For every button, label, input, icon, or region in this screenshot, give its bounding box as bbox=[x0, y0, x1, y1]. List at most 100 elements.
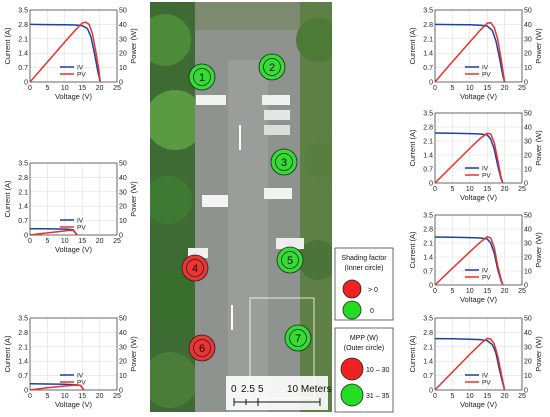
y2-tick-label: 30 bbox=[119, 36, 127, 43]
y-tick-label: 1.4 bbox=[423, 51, 433, 58]
y2-tick-label: 0 bbox=[119, 388, 123, 395]
x-tick-label: 10 bbox=[466, 186, 474, 193]
map-marker-3: 3 bbox=[270, 148, 298, 176]
x-tick-label: 5 bbox=[450, 393, 454, 400]
chart-panel-4: 0 0.7 1.4 2.1 2.8 3.5 0 10 20 30 40 50 0 5 10 15 20 25 Vol… bbox=[3, 161, 138, 255]
y-axis-label: Current (A) bbox=[408, 231, 417, 269]
series-line-iv bbox=[29, 23, 102, 83]
chart-panel-2: 0 0.7 1.4 2.1 2.8 3.5 0 10 20 30 40 50 0 5 10 15 20 25 Vol… bbox=[408, 8, 543, 102]
x-tick-label: 15 bbox=[483, 288, 491, 295]
y-tick-label: 0.7 bbox=[18, 65, 28, 72]
y2-tick-label: 40 bbox=[524, 330, 532, 337]
y-tick-label: 3.5 bbox=[423, 8, 433, 15]
y2-tick-label: 20 bbox=[524, 359, 532, 366]
shading-legend-swatch-zero bbox=[342, 300, 362, 320]
y2-axis-label: Power (W) bbox=[129, 28, 138, 64]
map-markers: 1 2 3 4 5 6 7 bbox=[181, 53, 312, 362]
legend-label-iv: IV bbox=[482, 373, 489, 380]
marker-label: 1 bbox=[199, 72, 205, 84]
x-tick-label: 25 bbox=[518, 85, 526, 92]
legend-label-pv: PV bbox=[482, 380, 491, 387]
x-tick-label: 20 bbox=[501, 85, 509, 92]
series-line-pv bbox=[434, 21, 506, 83]
legend-label-iv: IV bbox=[77, 65, 84, 72]
x-tick-label: 10 bbox=[466, 85, 474, 92]
y-tick-label: 2.1 bbox=[423, 36, 433, 43]
marker-inner-circle bbox=[193, 68, 211, 86]
y2-tick-label: 30 bbox=[524, 344, 532, 351]
y2-tick-label: 10 bbox=[119, 373, 127, 380]
y2-tick-label: 40 bbox=[119, 175, 127, 182]
series-line-pv bbox=[29, 384, 85, 391]
y2-tick-label: 30 bbox=[524, 139, 532, 146]
y2-tick-label: 30 bbox=[524, 36, 532, 43]
legend-label-pv: PV bbox=[77, 380, 86, 387]
y2-tick-label: 50 bbox=[119, 161, 127, 168]
map-marker-7: 7 bbox=[284, 324, 312, 352]
y-tick-label: 2.1 bbox=[423, 139, 433, 146]
mpp-legend-subtitle: (Outer circle) bbox=[344, 345, 384, 352]
marker-label: 6 bbox=[199, 343, 205, 355]
chart-panel-6: 0 0.7 1.4 2.1 2.8 3.5 0 10 20 30 40 50 0 5 10 15 20 25 Vol… bbox=[3, 316, 138, 410]
y2-tick-label: 0 bbox=[524, 80, 528, 87]
plot-frame bbox=[29, 317, 118, 391]
y2-axis-label: Power (W) bbox=[534, 336, 543, 372]
map-marker-1: 1 bbox=[188, 63, 216, 91]
y2-axis-label: Power (W) bbox=[129, 336, 138, 372]
y-tick-label: 2.8 bbox=[423, 22, 433, 29]
y-tick-label: 1.4 bbox=[18, 359, 28, 366]
x-tick-label: 0 bbox=[28, 85, 32, 92]
y-tick-label: 0 bbox=[429, 283, 433, 290]
shading-legend-title: Shading factor bbox=[341, 255, 387, 262]
y2-tick-label: 20 bbox=[524, 153, 532, 160]
y-axis-label: Current (A) bbox=[3, 335, 12, 373]
x-tick-label: 10 bbox=[61, 393, 69, 400]
y-tick-label: 1.4 bbox=[18, 51, 28, 58]
x-tick-label: 15 bbox=[78, 393, 86, 400]
marker-label: 4 bbox=[192, 263, 198, 275]
x-axis-label: Voltage (V) bbox=[460, 92, 498, 101]
x-tick-label: 0 bbox=[433, 85, 437, 92]
y-axis-label: Current (A) bbox=[408, 27, 417, 65]
x-tick-label: 20 bbox=[96, 238, 104, 245]
marker-inner-circle bbox=[186, 259, 204, 277]
legend-label-iv: IV bbox=[77, 373, 84, 380]
y2-tick-label: 50 bbox=[524, 213, 532, 220]
mpp-legend-label-low: 10 – 30 bbox=[366, 367, 389, 374]
y-tick-label: 0 bbox=[24, 233, 28, 240]
y-axis-label: Current (A) bbox=[3, 27, 12, 65]
x-tick-label: 5 bbox=[45, 393, 49, 400]
legend-label-iv: IV bbox=[482, 268, 489, 275]
chart-panel-5: 0 0.7 1.4 2.1 2.8 3.5 0 10 20 30 40 50 0 5 10 15 20 25 Vol… bbox=[408, 213, 543, 305]
shading-legend-label-positive: > 0 bbox=[368, 287, 378, 294]
legend-label-pv: PV bbox=[77, 225, 86, 232]
y-tick-label: 1.4 bbox=[423, 359, 433, 366]
marker-inner-circle bbox=[275, 153, 293, 171]
scale-tick-2-5: 2.5 bbox=[241, 384, 255, 395]
y2-tick-label: 30 bbox=[119, 344, 127, 351]
y2-tick-label: 0 bbox=[119, 80, 123, 87]
shading-legend: Shading factor (Inner circle) > 0 0 bbox=[334, 247, 394, 321]
x-tick-label: 15 bbox=[483, 186, 491, 193]
series-line-pv bbox=[434, 132, 504, 184]
x-axis-label: Voltage (V) bbox=[460, 193, 498, 202]
series-line-pv bbox=[434, 235, 504, 286]
marker-inner-circle bbox=[193, 339, 211, 357]
x-axis-label: Voltage (V) bbox=[460, 295, 498, 304]
x-tick-label: 25 bbox=[518, 186, 526, 193]
chart-panel-1: 0 0.7 1.4 2.1 2.8 3.5 0 10 20 30 40 50 0 5 10 15 20 25 Vol… bbox=[3, 8, 138, 102]
scale-tick-0: 0 bbox=[231, 384, 237, 395]
legend-label-pv: PV bbox=[482, 275, 491, 282]
mpp-legend-title: MPP (W) bbox=[350, 335, 378, 342]
chart-panel-7: 0 0.7 1.4 2.1 2.8 3.5 0 10 20 30 40 50 0 5 10 15 20 25 Vol… bbox=[408, 316, 543, 410]
y2-tick-label: 10 bbox=[524, 373, 532, 380]
y2-tick-label: 10 bbox=[524, 167, 532, 174]
x-tick-label: 15 bbox=[483, 85, 491, 92]
y2-tick-label: 30 bbox=[119, 189, 127, 196]
y-tick-label: 2.8 bbox=[18, 330, 28, 337]
x-tick-label: 15 bbox=[78, 85, 86, 92]
x-tick-label: 25 bbox=[113, 238, 121, 245]
scale-bar: 0 2.5 5 10 Meters bbox=[226, 376, 331, 410]
